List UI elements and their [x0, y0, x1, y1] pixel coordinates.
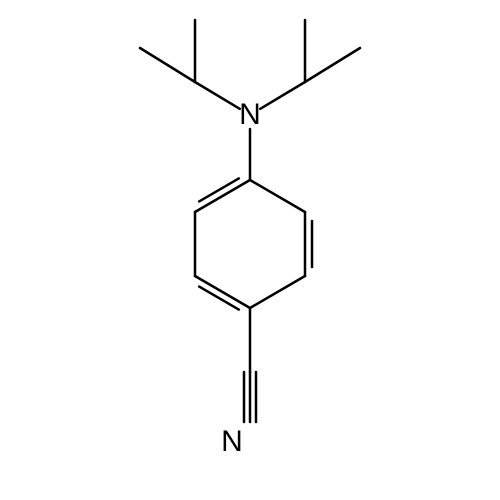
- nitrogen-bottom-label: N: [221, 427, 243, 457]
- nitrogen-top-label: N: [239, 100, 261, 130]
- molecule-canvas: N N: [0, 0, 500, 500]
- bond-layer: [0, 0, 500, 500]
